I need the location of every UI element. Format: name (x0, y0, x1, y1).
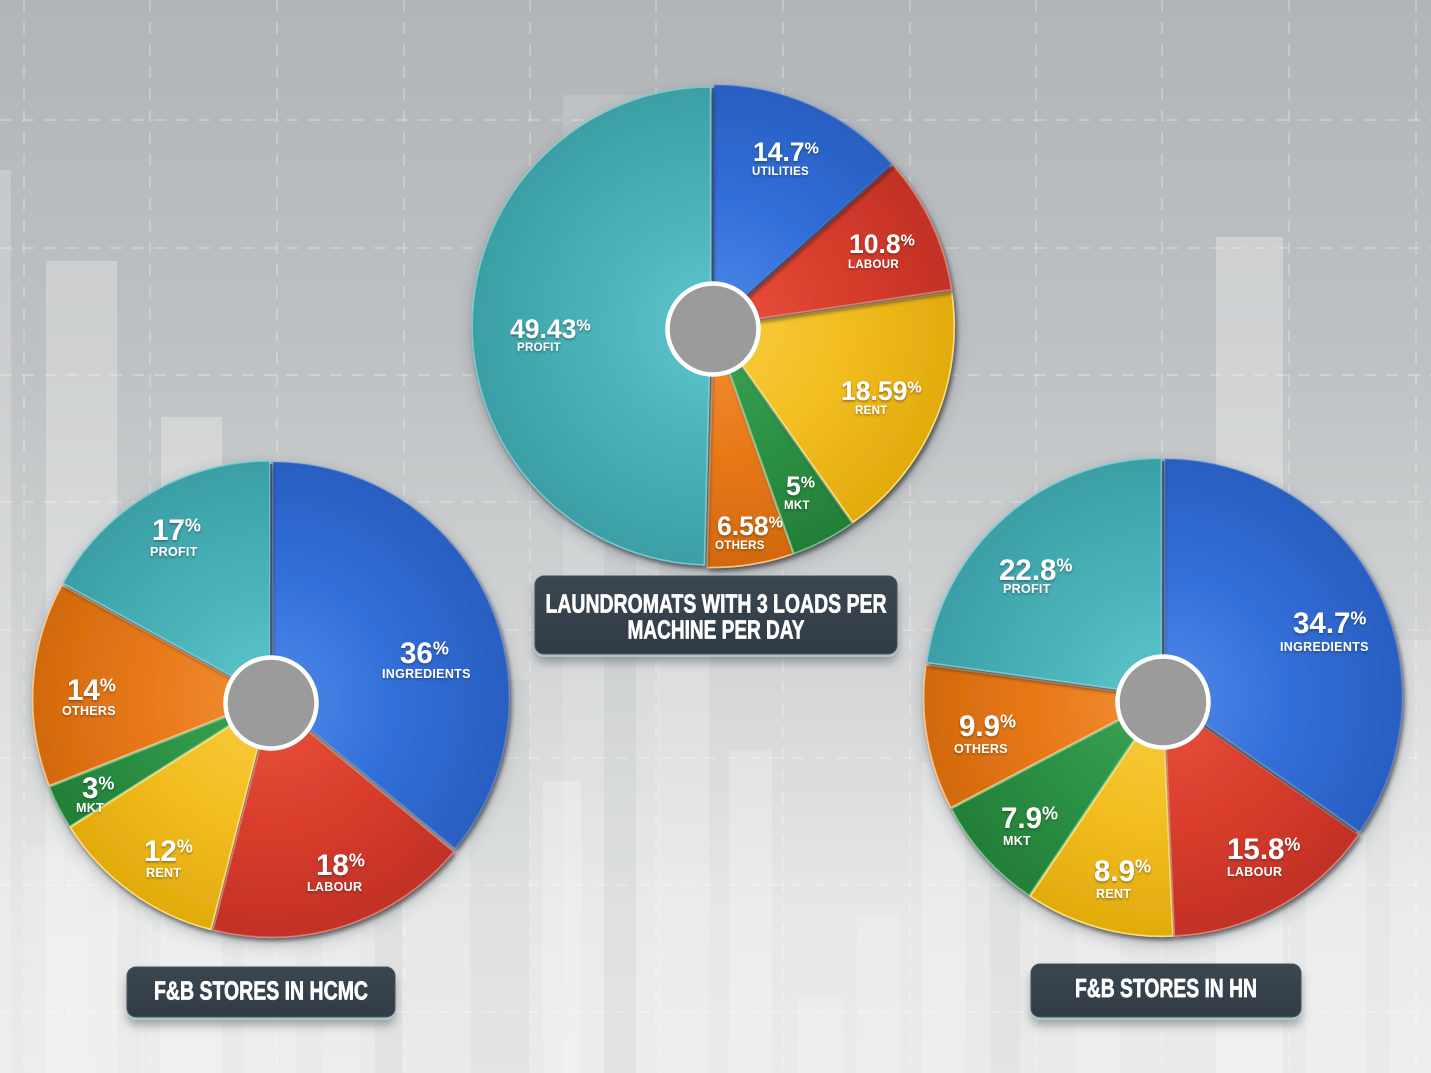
svg-text:LABOUR: LABOUR (307, 880, 362, 894)
svg-text:INGREDIENTS: INGREDIENTS (382, 667, 471, 681)
svg-text:F&B STORES IN HN: F&B STORES IN HN (1075, 975, 1257, 1003)
svg-text:MKT: MKT (1003, 834, 1031, 848)
svg-text:LAUNDROMATS WITH 3 LOADS PER: LAUNDROMATS WITH 3 LOADS PER (546, 591, 887, 619)
svg-text:OTHERS: OTHERS (715, 540, 765, 552)
svg-text:OTHERS: OTHERS (954, 742, 1008, 756)
svg-text:PROFIT: PROFIT (1003, 582, 1051, 596)
svg-text:MACHINE PER DAY: MACHINE PER DAY (628, 617, 805, 645)
svg-text:RENT: RENT (855, 405, 888, 417)
svg-text:RENT: RENT (1096, 887, 1131, 901)
svg-text:INGREDIENTS: INGREDIENTS (1280, 640, 1369, 654)
svg-text:MKT: MKT (784, 500, 810, 512)
svg-text:OTHERS: OTHERS (62, 704, 116, 718)
svg-text:PROFIT: PROFIT (150, 545, 198, 559)
svg-text:MKT: MKT (76, 801, 104, 815)
svg-text:14%: 14% (67, 674, 116, 707)
svg-text:PROFIT: PROFIT (517, 342, 561, 354)
svg-text:LABOUR: LABOUR (1227, 865, 1282, 879)
svg-text:LABOUR: LABOUR (848, 259, 899, 271)
svg-text:F&B STORES IN HCMC: F&B STORES IN HCMC (154, 978, 368, 1006)
svg-text:RENT: RENT (146, 866, 181, 880)
svg-text:UTILITIES: UTILITIES (752, 166, 809, 178)
svg-text:9.9%: 9.9% (959, 710, 1016, 743)
